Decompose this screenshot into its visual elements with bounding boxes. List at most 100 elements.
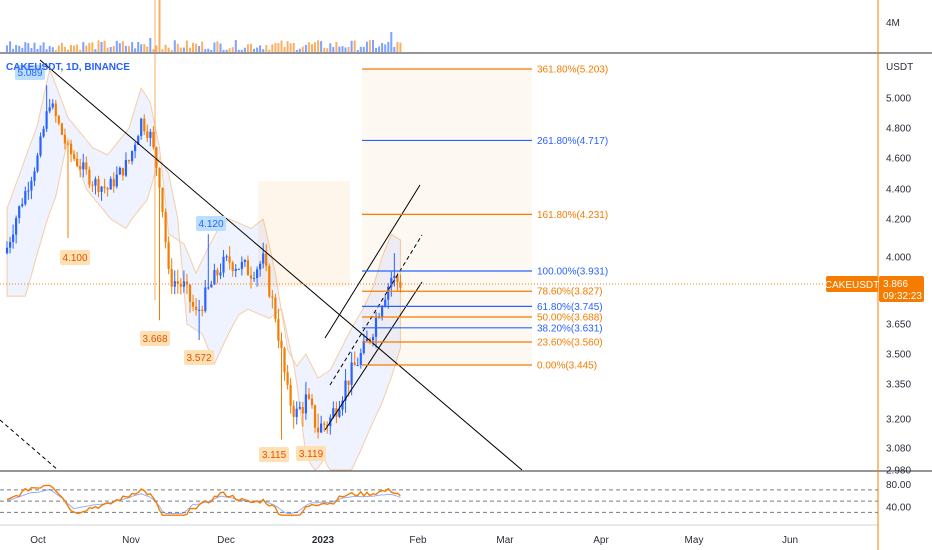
candle-body [310, 398, 314, 406]
volume-bar [173, 40, 176, 52]
fib-level-label: 361.80%(5.203) [537, 65, 608, 76]
candle-body [115, 174, 118, 187]
candle-body [359, 353, 362, 365]
candle-body [27, 190, 30, 192]
candle-body [140, 118, 143, 136]
candle-body [222, 256, 225, 273]
candle-body [134, 144, 137, 152]
candle-body [289, 384, 292, 406]
swing-label: 3.119 [299, 449, 324, 460]
volume-bar [359, 46, 362, 52]
volume-bar [253, 48, 255, 52]
candle-body [298, 407, 301, 409]
candle-body [393, 275, 396, 278]
volume-bar [262, 49, 265, 52]
candle-body [225, 256, 228, 258]
volume-bar [48, 46, 51, 52]
volume-bar [143, 44, 146, 52]
candle-body [48, 107, 51, 112]
volume-bar [381, 43, 384, 52]
candle-body [94, 179, 97, 186]
time-tick-label: Jun [782, 535, 798, 546]
fib-level-label: 50.00%(3.688) [537, 312, 603, 323]
volume-bar [219, 43, 222, 52]
volume-bar [387, 41, 390, 52]
candle-body [57, 116, 60, 124]
volume-bar [15, 45, 18, 52]
price-tick-label: 4.200 [886, 215, 911, 226]
candle-body [332, 408, 335, 418]
volume-bar [76, 44, 79, 52]
volume-bar [353, 40, 356, 52]
volume-bar [185, 40, 188, 52]
candle-body [63, 134, 66, 144]
volume-bar [301, 46, 304, 52]
candle-body [362, 341, 365, 353]
swing-label: 5.089 [17, 68, 42, 79]
volume-bar [201, 41, 204, 52]
volume-bar [158, 0, 161, 52]
volume-bar [146, 46, 149, 52]
candle-body [12, 234, 15, 242]
swing-label: 4.120 [198, 219, 223, 230]
time-tick-label: Oct [30, 535, 46, 546]
volume-bar [124, 45, 127, 52]
volume-bar [393, 47, 396, 52]
volume-bar [118, 43, 121, 52]
candle-body [295, 408, 298, 417]
rsi-tick-label: 40.00 [886, 502, 911, 513]
candle-body [216, 270, 219, 276]
candle-body [301, 407, 304, 414]
volume-bar [134, 48, 137, 52]
candle-body [344, 380, 347, 401]
candle-body [30, 180, 33, 191]
volume-bar [213, 42, 216, 52]
volume-bar [350, 40, 353, 52]
volume-bar [283, 47, 286, 52]
volume-bar [12, 48, 15, 52]
volume-bar [304, 44, 307, 52]
rsi-line [6, 484, 401, 516]
volume-bar [289, 43, 292, 52]
volume-bar [271, 44, 274, 52]
price-tick-label: 4.000 [886, 253, 911, 264]
candle-body [228, 256, 231, 263]
volume-bar [85, 45, 88, 52]
candle-body [112, 178, 115, 187]
channel-median [329, 234, 423, 386]
fib-level-label: 78.60%(3.827) [537, 287, 603, 298]
volume-bar [368, 40, 371, 52]
volume-bar [137, 42, 140, 52]
volume-bar [57, 45, 60, 52]
volume-bar [149, 38, 152, 52]
candle-body [356, 365, 359, 366]
candle-body [9, 241, 12, 248]
volume-bar [320, 41, 323, 52]
candle-body [155, 147, 158, 168]
candle-body [66, 143, 70, 145]
volume-bar [70, 45, 72, 52]
volume-bar [399, 42, 402, 52]
volume-bar [79, 49, 82, 52]
swing-label-box [15, 65, 45, 80]
volume-bar [152, 49, 155, 52]
volume-bar [73, 45, 76, 52]
volume-bar [311, 44, 313, 52]
candle-body [188, 284, 192, 302]
candle-body [338, 409, 341, 417]
volume-bar [362, 46, 365, 52]
swing-label: 3.668 [142, 334, 167, 345]
candle-body [286, 372, 289, 385]
candle-body [146, 131, 149, 138]
candle-body [39, 136, 42, 156]
candle-body [21, 204, 24, 207]
fib-level-label: 161.80%(4.231) [537, 210, 608, 221]
volume-bar [204, 49, 207, 52]
volume-bar [167, 47, 170, 52]
volume-bar [170, 50, 173, 52]
swing-label-box [296, 446, 326, 461]
candle-body [323, 423, 326, 425]
candle-body [185, 281, 188, 285]
candle-body [274, 297, 277, 319]
